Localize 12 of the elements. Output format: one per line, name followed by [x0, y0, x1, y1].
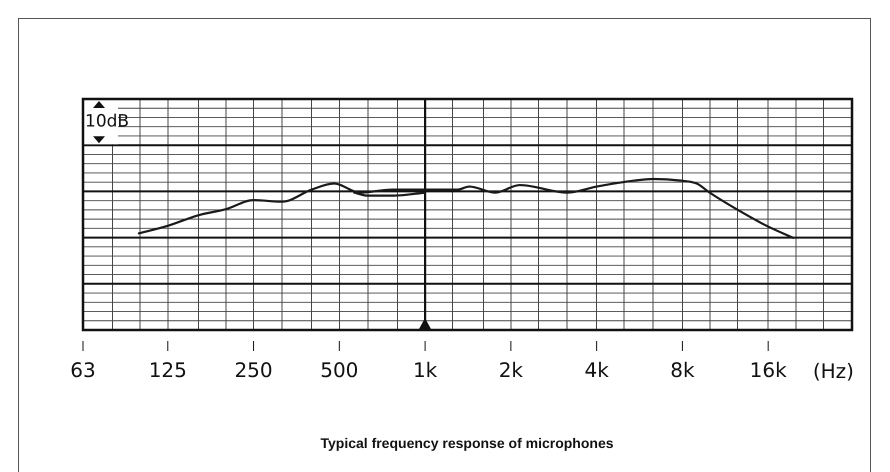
x-tick-label: 2k [498, 358, 524, 382]
x-tick-label: 63 [70, 358, 96, 382]
x-axis-title: (Hz) [812, 359, 854, 384]
x-tick-label: 250 [234, 358, 273, 382]
text: 10dB [85, 112, 130, 132]
x-tick-label: 500 [320, 358, 358, 382]
x-tick-label: 16k [750, 358, 788, 382]
text: Typical frequency response of microphones [320, 434, 614, 451]
x-tick-label: 125 [148, 358, 187, 382]
x-tick-label: 4k [584, 358, 610, 382]
x-tick-label: 1k [412, 358, 438, 382]
x-tick-label: 8k [670, 358, 695, 382]
